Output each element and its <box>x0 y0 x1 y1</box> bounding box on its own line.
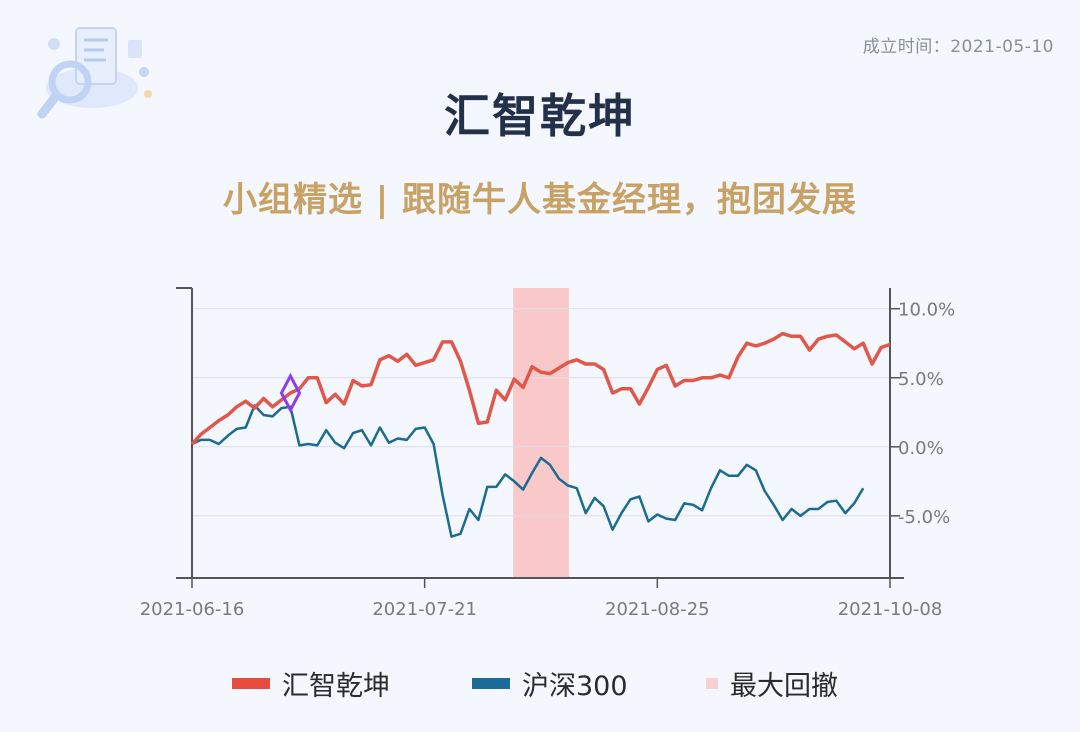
performance-chart: 10.0% 5.0% 0.0% -5.0% 2021-06-16 2021-07-21 20… <box>140 287 955 620</box>
max-drawdown-band <box>513 288 569 578</box>
legend-swatch-drawdown <box>706 678 718 689</box>
x-tick-label: 2021-08-25 <box>605 599 710 620</box>
series-line-index <box>191 404 865 538</box>
legend-item-index: 沪深300 <box>472 664 628 703</box>
x-tick-label: 2021-10-08 <box>838 599 943 620</box>
y-tick-label: 0.0% <box>898 438 944 459</box>
x-tick-label: 2021-06-16 <box>140 599 245 620</box>
signal-diamond-marker <box>279 372 302 414</box>
legend-label-drawdown: 最大回撤 <box>730 671 838 702</box>
legend-swatch-index <box>472 678 510 689</box>
page-subtitle: 小组精选 | 跟随牛人基金经理，抱团发展 <box>222 180 858 220</box>
legend-label-fund: 汇智乾坤 <box>282 671 390 702</box>
y-tick-label: 10.0% <box>898 300 955 321</box>
x-tick-label: 2021-07-21 <box>372 599 477 620</box>
legend-item-fund: 汇智乾坤 <box>232 664 390 703</box>
y-tick-label: -5.0% <box>898 507 950 528</box>
page-title: 汇智乾坤 <box>444 89 636 143</box>
legend-swatch-fund <box>232 678 270 689</box>
y-tick-label: 5.0% <box>898 369 944 390</box>
decorative-logo <box>18 10 168 134</box>
legend-item-drawdown: 最大回撤 <box>706 664 838 703</box>
founded-date: 成立时间：2021-05-10 <box>862 37 1054 57</box>
series-line-fund <box>190 331 891 446</box>
legend-label-index: 沪深300 <box>522 671 628 702</box>
chart-legend: 汇智乾坤 沪深300 最大回撤 <box>0 664 1080 708</box>
